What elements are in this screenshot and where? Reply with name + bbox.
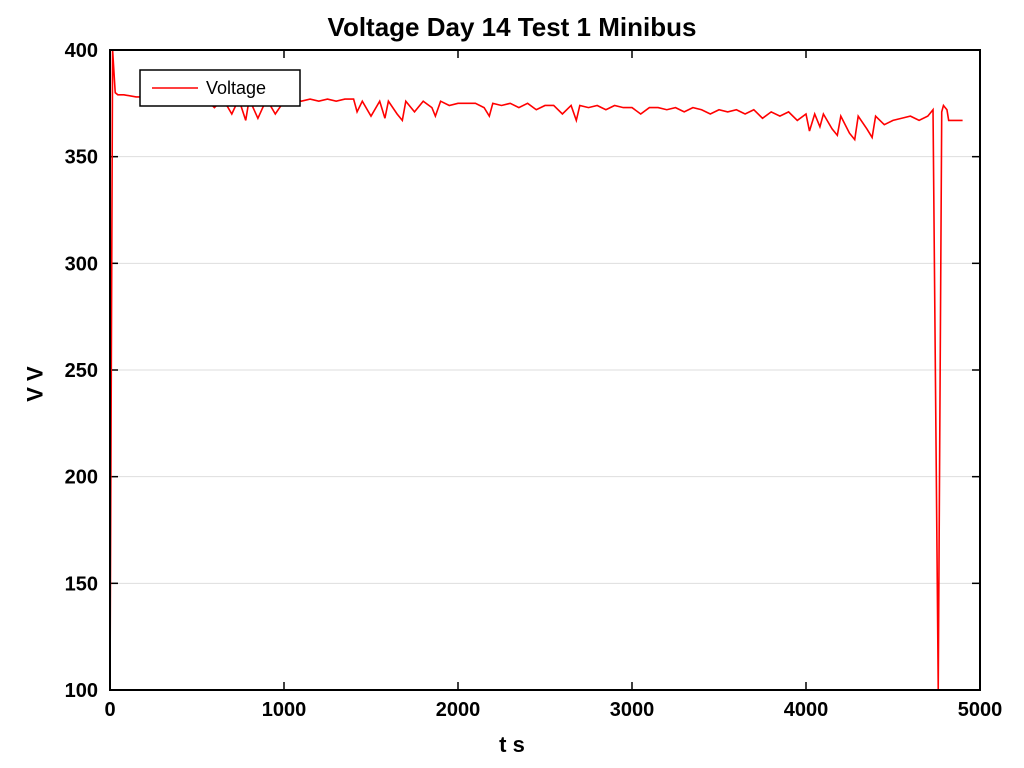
y-tick-label: 100	[65, 680, 98, 702]
y-tick-label: 300	[65, 253, 98, 275]
x-tick-label: 2000	[436, 699, 481, 721]
x-tick-label: 3000	[610, 699, 655, 721]
y-tick-label: 400	[65, 40, 98, 62]
legend-label: Voltage	[206, 78, 266, 98]
y-tick-label: 350	[65, 147, 98, 169]
y-tick-label: 200	[65, 467, 98, 489]
x-tick-label: 5000	[958, 699, 1003, 721]
x-tick-label: 4000	[784, 699, 829, 721]
x-tick-label: 0	[104, 699, 115, 721]
y-tick-label: 250	[65, 360, 98, 382]
chart-svg: 0 1000 2000 3000 4000 5000 100 150 200 250 300 350 4…	[0, 0, 1024, 768]
y-tick-label: 150	[65, 573, 98, 595]
x-tick-label: 1000	[262, 699, 307, 721]
chart-container: Voltage Day 14 Test 1 Minibus V V t s 01…	[0, 0, 1024, 768]
